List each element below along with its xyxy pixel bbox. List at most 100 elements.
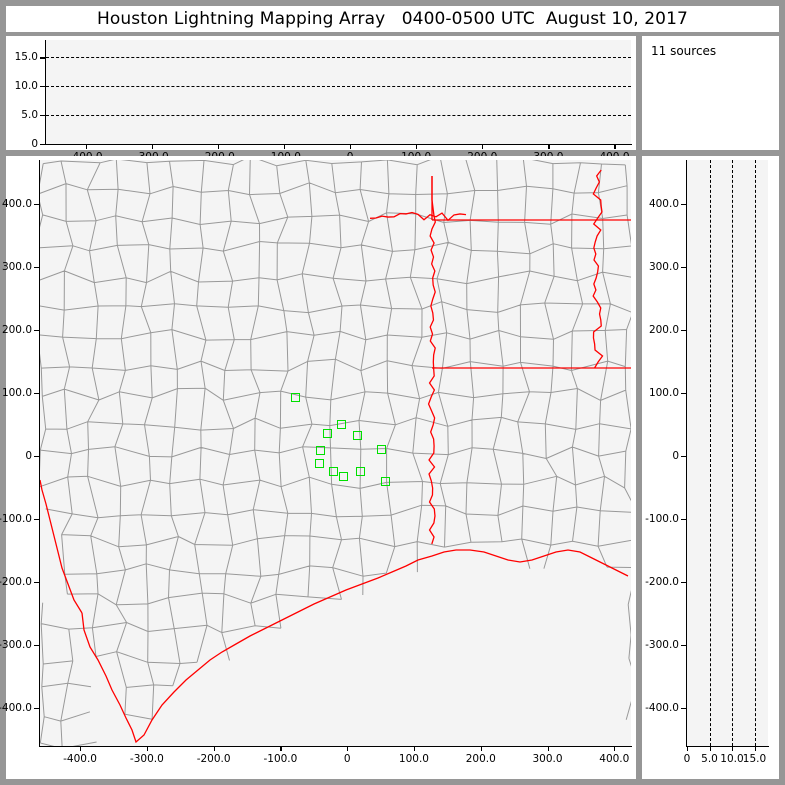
x-tick xyxy=(283,144,286,149)
x-tick xyxy=(732,746,734,751)
y-tick xyxy=(681,582,687,584)
lightning-source-marker xyxy=(337,420,347,430)
x-tick-label: -300.0 xyxy=(129,753,164,765)
x-tick xyxy=(548,144,550,149)
y-tick-label: 100.0 xyxy=(648,387,679,400)
y-axis-line xyxy=(39,160,41,746)
y-tick-label: -300.0 xyxy=(645,639,679,652)
source-count-panel: 11 sources xyxy=(642,36,779,150)
x-tick xyxy=(213,746,215,751)
lightning-source-marker xyxy=(356,466,366,476)
x-tick xyxy=(614,746,616,751)
x-tick xyxy=(482,144,484,149)
time-height-plot-area xyxy=(46,40,631,144)
y-tick xyxy=(681,456,687,458)
x-tick-label: -200.0 xyxy=(196,753,231,765)
vertical-gridline xyxy=(709,160,711,746)
y-tick-label: 300.0 xyxy=(648,261,679,274)
x-tick xyxy=(614,144,616,149)
horizontal-gridline xyxy=(46,115,631,117)
lightning-source-marker xyxy=(314,459,324,469)
y-tick xyxy=(681,330,687,332)
x-tick xyxy=(754,746,756,751)
x-axis-line xyxy=(39,746,632,748)
x-tick xyxy=(547,746,549,751)
y-tick-label: -400.0 xyxy=(645,702,679,715)
y-tick-label: 0 xyxy=(25,450,32,463)
y-tick xyxy=(40,86,46,88)
x-tick xyxy=(85,144,87,149)
x-tick-label: 300.0 xyxy=(532,753,563,765)
y-tick xyxy=(34,393,40,395)
y-tick xyxy=(34,708,40,710)
y-tick-label: 200.0 xyxy=(1,324,32,337)
y-tick xyxy=(34,519,40,521)
x-tick-label: 100.0 xyxy=(398,753,429,765)
y-tick-label: 0 xyxy=(672,450,679,463)
y-tick-label: -400.0 xyxy=(0,702,32,715)
y-tick xyxy=(34,330,40,332)
y-tick-label: -200.0 xyxy=(0,576,32,589)
plan-view-map-panel: -400.0 -300.0 -200.0 -100.0 0 100.0 200.0 300.0… xyxy=(0,156,636,779)
x-tick xyxy=(280,746,282,751)
y-tick-label: 0 xyxy=(31,138,38,150)
y-tick xyxy=(681,393,687,395)
x-tick xyxy=(151,144,153,149)
y-tick-label: 200.0 xyxy=(648,324,679,337)
x-tick-label: 0 xyxy=(343,753,351,765)
x-tick xyxy=(709,746,711,751)
y-tick-label: -100.0 xyxy=(645,513,679,526)
lightning-source-marker xyxy=(377,445,387,455)
lightning-source-marker xyxy=(322,428,332,438)
y-axis-line xyxy=(45,40,47,144)
x-tick xyxy=(347,746,349,751)
y-tick-label: 300.0 xyxy=(1,261,32,274)
title-panel: Houston Lightning Mapping Array 0400-050… xyxy=(6,6,779,32)
y-tick-label: -300.0 xyxy=(0,639,32,652)
y-tick-label: 15.0 xyxy=(14,51,38,64)
y-tick-label: 5.0 xyxy=(21,109,38,122)
vertical-gridline xyxy=(754,160,756,746)
x-tick xyxy=(350,144,352,149)
time-height-panel: -400.0-300.0-200.0-100.00100.0200.0300.0… xyxy=(6,36,636,163)
y-tick xyxy=(34,456,40,458)
x-tick xyxy=(217,144,220,149)
vertical-gridline xyxy=(732,160,733,746)
y-tick xyxy=(34,267,40,269)
y-tick xyxy=(40,115,46,117)
page-title: Houston Lightning Mapping Array 0400-050… xyxy=(97,9,688,29)
y-tick-label: -200.0 xyxy=(645,576,679,589)
y-tick-label: 100.0 xyxy=(1,387,32,400)
lightning-source-marker xyxy=(329,466,339,476)
lightning-source-marker xyxy=(315,445,325,455)
x-tick-label: 400.0 xyxy=(599,753,630,765)
altitude-distance-plot-area xyxy=(687,160,768,746)
y-tick xyxy=(681,708,687,710)
lightning-source-marker xyxy=(353,431,363,441)
horizontal-gridline xyxy=(46,57,631,59)
y-tick xyxy=(681,204,687,206)
y-tick xyxy=(681,519,687,521)
x-tick xyxy=(480,746,482,751)
lightning-source-marker xyxy=(290,393,300,403)
x-tick-label: 5.0 xyxy=(701,753,718,765)
horizontal-gridline xyxy=(46,86,631,88)
x-tick xyxy=(687,746,689,751)
y-tick xyxy=(34,582,40,584)
y-tick-label: 400.0 xyxy=(648,198,679,211)
y-tick xyxy=(40,144,46,146)
y-tick-label: -100.0 xyxy=(0,513,32,526)
source-count-label: 11 sources xyxy=(651,44,717,58)
y-tick-label: 10.0 xyxy=(14,80,38,93)
y-tick xyxy=(34,645,40,647)
altitude-distance-panel: 0 5.0 10.0 15.0 -400.0 -300.0 -200.0 -100.0 0 100… xyxy=(642,156,779,779)
x-tick-label: 10.0 xyxy=(720,753,744,765)
y-tick-label: 400.0 xyxy=(1,198,32,211)
x-tick xyxy=(413,746,416,751)
y-tick xyxy=(34,204,40,206)
plan-view-plot-area xyxy=(40,160,631,746)
x-tick xyxy=(80,746,82,751)
x-axis-line xyxy=(686,746,769,748)
y-axis-line xyxy=(686,160,688,746)
x-tick xyxy=(416,144,418,149)
